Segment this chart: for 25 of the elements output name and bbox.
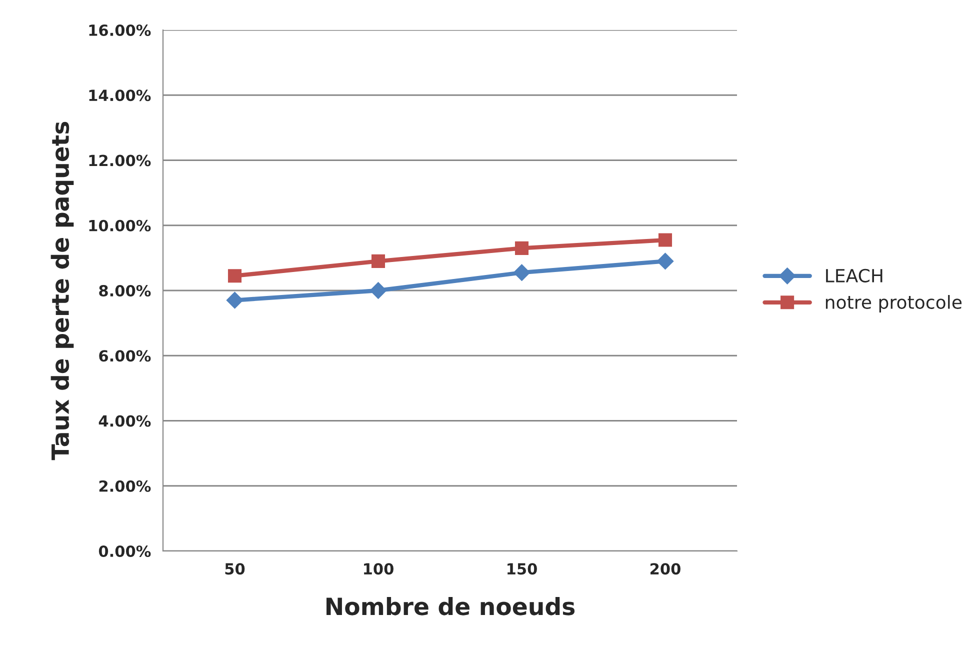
x-tick-label: 200 <box>650 563 680 575</box>
point <box>513 264 530 281</box>
y-tick-label: 6.00% <box>99 350 151 362</box>
y-tick-label: 12.00% <box>89 154 151 166</box>
x-tick-label: 100 <box>364 563 394 575</box>
x-tick-label: 150 <box>508 563 537 575</box>
x-tick-label: 50 <box>225 563 245 575</box>
point <box>371 254 386 268</box>
point <box>370 282 387 299</box>
point <box>656 252 674 270</box>
y-tick-label: 16.00% <box>89 24 151 36</box>
point <box>226 292 244 309</box>
x-axis-title: Nombre de noeuds <box>326 597 575 616</box>
point <box>514 241 529 255</box>
y-tick-label: 2.00% <box>99 480 151 492</box>
y-tick-label: 10.00% <box>89 220 151 232</box>
y-axis-title: Taux de perte de paquets <box>50 122 74 460</box>
legend-label: LEACH <box>826 268 882 282</box>
y-tick-label: 14.00% <box>89 90 151 102</box>
point <box>228 269 242 283</box>
legend-label: notre protocole <box>826 295 962 312</box>
y-tick-label: 8.00% <box>99 284 151 297</box>
point <box>658 233 672 247</box>
y-tick-label: 0.00% <box>98 545 151 558</box>
y-tick-label: 4.00% <box>98 415 151 427</box>
